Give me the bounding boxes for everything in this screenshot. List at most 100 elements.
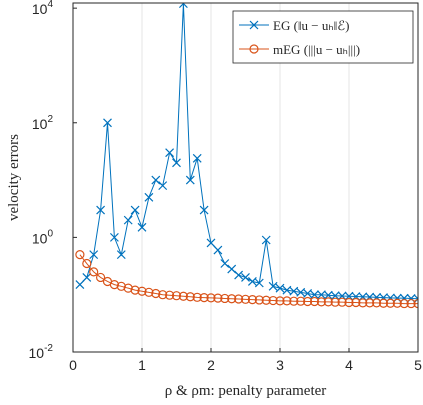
legend-box	[232, 10, 414, 64]
marker	[392, 293, 402, 303]
marker	[137, 286, 147, 296]
marker	[399, 298, 409, 309]
marker	[241, 273, 250, 282]
marker	[275, 283, 285, 293]
x-tick-label: 5	[414, 357, 422, 373]
marker	[392, 298, 402, 308]
marker	[82, 258, 92, 269]
marker	[95, 272, 106, 283]
marker	[199, 205, 209, 215]
marker	[385, 298, 395, 308]
marker	[192, 153, 202, 163]
marker	[199, 292, 209, 303]
y-tick-label: 104	[32, 0, 54, 17]
marker	[344, 297, 354, 308]
y-tick-base: 10	[32, 1, 48, 17]
marker	[234, 270, 244, 280]
y-axis-label: velocity errors	[6, 134, 22, 221]
legend-marker	[249, 44, 259, 54]
marker	[192, 292, 202, 302]
marker	[378, 298, 389, 308]
marker	[358, 298, 368, 308]
marker	[151, 175, 161, 185]
marker	[234, 294, 244, 304]
marker	[144, 287, 154, 297]
marker	[268, 281, 278, 291]
marker	[351, 297, 361, 308]
y-tick-label: 102	[32, 114, 54, 132]
marker	[220, 259, 230, 268]
marker	[310, 290, 319, 300]
marker	[130, 285, 140, 295]
marker	[206, 293, 216, 303]
marker	[247, 277, 257, 286]
y-tick-exponent: 2	[47, 114, 53, 125]
plot	[75, 3, 418, 309]
marker	[82, 273, 92, 282]
marker	[158, 290, 168, 300]
marker	[261, 235, 271, 245]
marker	[109, 280, 120, 290]
marker	[227, 264, 237, 274]
marker	[330, 297, 340, 307]
legend-marker	[249, 20, 259, 30]
marker	[185, 175, 195, 185]
marker	[296, 287, 306, 297]
x-tick-label: 1	[138, 357, 146, 373]
marker	[254, 295, 264, 305]
marker	[171, 291, 182, 301]
marker	[372, 298, 382, 308]
legend-label: EG (‖u − uₕ‖ℰ)	[273, 18, 350, 33]
marker	[96, 205, 106, 215]
marker	[247, 295, 257, 305]
y-tick-label: 10-2	[29, 343, 54, 361]
marker	[337, 297, 347, 307]
marker	[254, 278, 264, 288]
y-tick-base: 10	[32, 116, 48, 132]
marker	[75, 250, 85, 260]
series-line	[79, 3, 418, 300]
marker	[123, 283, 133, 293]
marker	[227, 294, 237, 304]
marker	[165, 290, 175, 300]
marker	[296, 296, 306, 306]
marker	[289, 286, 299, 296]
marker	[268, 295, 278, 306]
y-tick-label: 100	[32, 228, 54, 246]
marker	[240, 294, 251, 304]
marker	[275, 296, 285, 306]
x-tick-label: 0	[69, 357, 77, 373]
marker	[316, 297, 326, 307]
marker	[116, 250, 126, 260]
marker	[323, 297, 333, 307]
marker	[303, 296, 313, 307]
marker	[109, 232, 119, 242]
marker	[165, 148, 175, 158]
marker	[309, 296, 320, 307]
marker	[323, 290, 333, 300]
marker	[316, 290, 326, 300]
marker	[178, 291, 188, 301]
legend-label: mEG (|||u − uₕ|||)	[273, 42, 360, 57]
marker	[282, 296, 292, 306]
marker	[178, 3, 188, 9]
marker	[116, 281, 126, 291]
marker	[137, 222, 147, 232]
marker	[303, 289, 313, 298]
marker	[220, 293, 230, 304]
marker	[213, 245, 223, 255]
marker	[261, 295, 271, 305]
y-tick-exponent: 0	[47, 228, 53, 239]
marker	[185, 292, 195, 302]
marker	[89, 250, 99, 260]
x-axis-label: ρ & ρm: penalty parameter	[165, 383, 327, 399]
marker	[365, 298, 375, 308]
y-tick-exponent: 4	[47, 0, 53, 10]
marker	[89, 267, 99, 277]
x-tick-label: 2	[207, 357, 215, 373]
y-tick-base: 10	[32, 230, 48, 246]
marker	[123, 215, 133, 225]
x-tick-label: 4	[345, 357, 353, 373]
marker	[330, 291, 340, 301]
